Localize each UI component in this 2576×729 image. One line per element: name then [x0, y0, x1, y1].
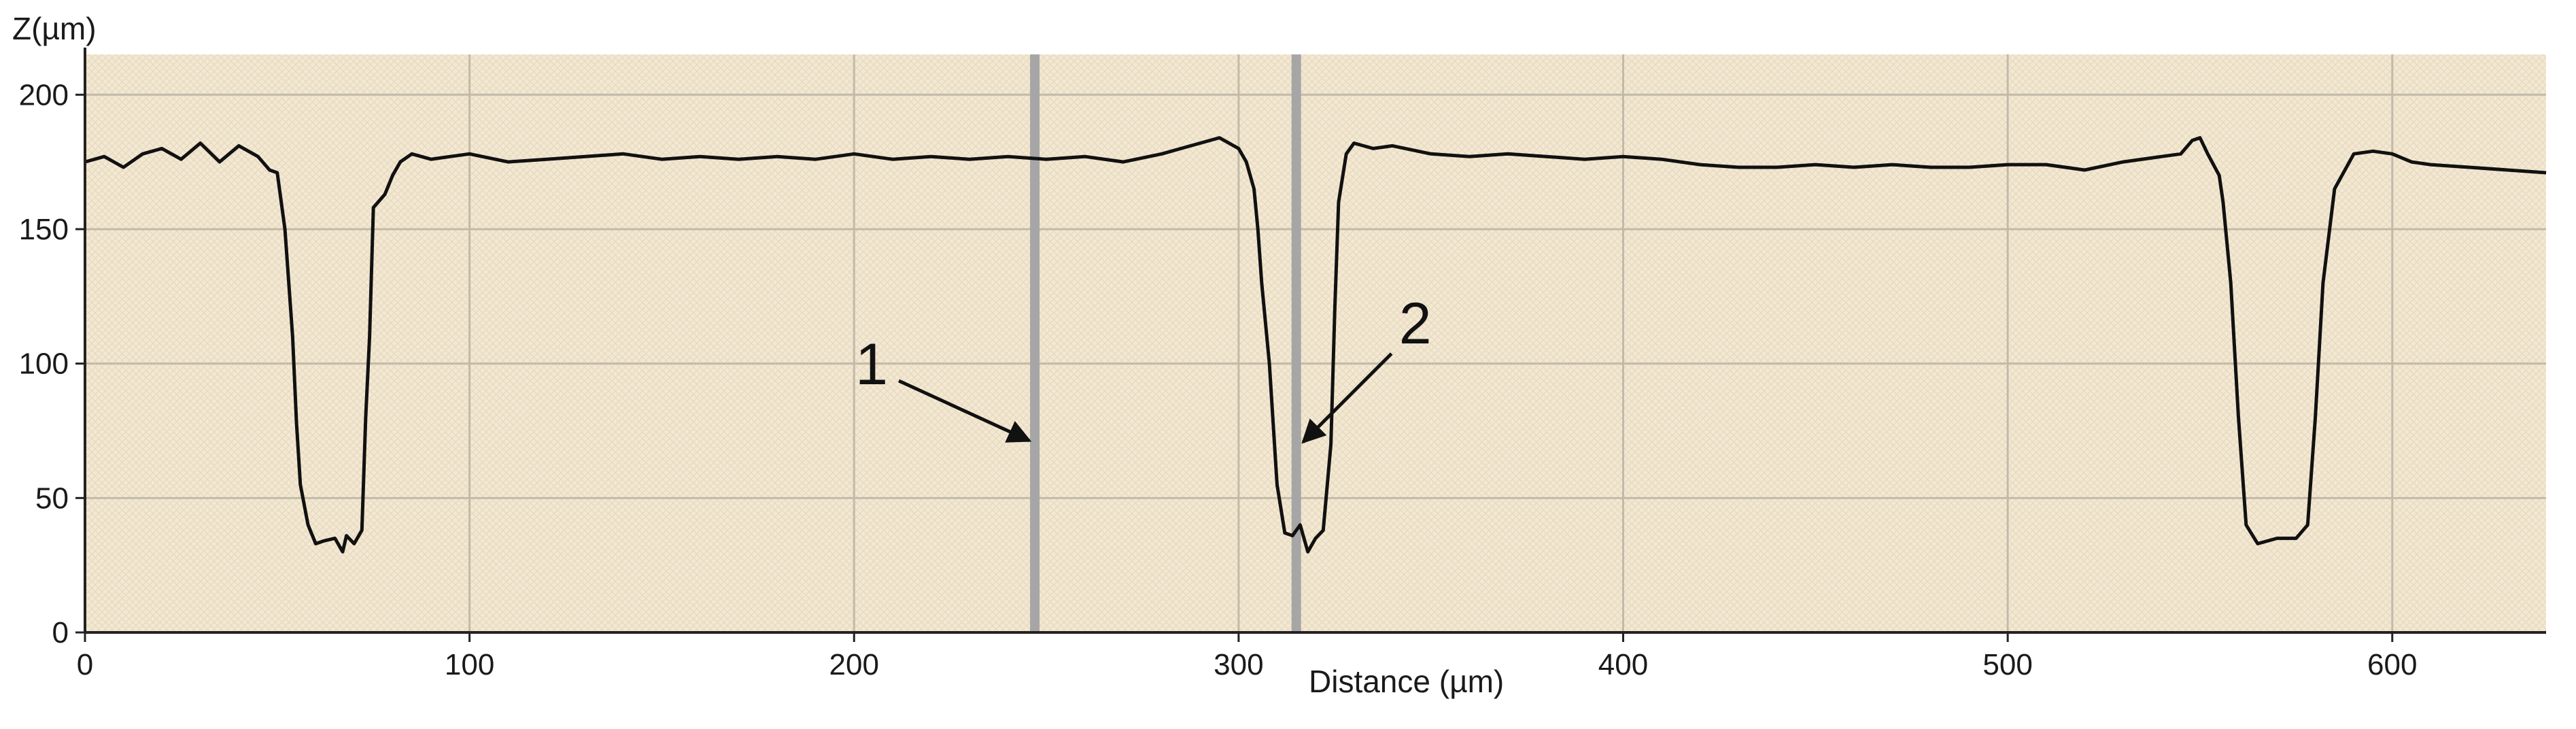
profile-line-0 — [84, 136, 2547, 554]
x-axis-title: Distance (µm) — [1309, 664, 1504, 699]
marker-arrow-2 — [1301, 352, 1393, 444]
y-axis-title: Z(µm) — [12, 11, 97, 46]
marker-lines — [1030, 54, 1301, 632]
marker-arrow-1 — [898, 379, 1032, 443]
plot-background — [85, 54, 2546, 632]
annotations: 12 — [855, 291, 1432, 444]
y-tick-label: 200 — [19, 78, 69, 112]
y-tick-label: 150 — [19, 213, 69, 246]
y-tick-label: 0 — [52, 616, 69, 649]
marker-label-2: 2 — [1399, 291, 1432, 356]
y-tick-label: 50 — [35, 481, 69, 515]
x-tick-label: 600 — [2367, 648, 2417, 681]
x-tick-label: 300 — [1214, 648, 1263, 681]
y-tick-label: 100 — [19, 347, 69, 381]
marker-label-1: 1 — [855, 332, 888, 397]
x-tick-label: 400 — [1598, 648, 1648, 681]
tick-labels: 0 100 200 300 400 500 600 0 50 100 150 200 — [19, 78, 2418, 681]
grid — [85, 54, 2546, 632]
axes — [75, 48, 2546, 642]
x-tick-label: 0 — [77, 648, 93, 681]
series-layer — [84, 136, 2547, 554]
x-tick-label: 500 — [1982, 648, 2032, 681]
x-tick-label: 100 — [445, 648, 494, 681]
x-tick-label: 200 — [829, 648, 879, 681]
